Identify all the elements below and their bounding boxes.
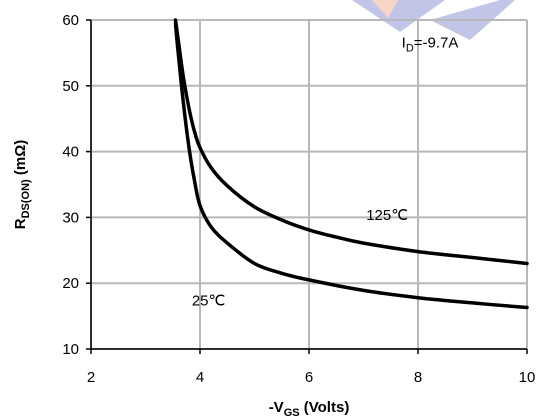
y-tick-label-40: 40 (62, 144, 79, 161)
annotation-t125: 125℃ (366, 207, 408, 224)
annotation-id: ID=-9.7A (402, 35, 459, 55)
x-tick-label-6: 6 (305, 369, 313, 386)
y-tick-labels: 10 20 30 40 50 60 (62, 12, 79, 358)
x-tick-label-8: 8 (414, 369, 422, 386)
y-axis-title: RDS(ON) (mΩ) (12, 140, 32, 229)
plot-frame (86, 19, 528, 354)
y-tick-label-60: 60 (62, 12, 79, 29)
y-tick-label-30: 30 (62, 209, 79, 226)
series-line-1 (173, 21, 529, 310)
x-tick-label-4: 4 (196, 369, 204, 386)
x-tick-label-10: 10 (519, 369, 536, 386)
y-tick-label-10: 10 (62, 341, 79, 358)
series-layer (173, 18, 529, 310)
y-tick-label-50: 50 (62, 78, 79, 95)
x-tick-labels: 2 4 6 8 10 (87, 369, 536, 386)
annotation-t25: 25℃ (192, 293, 226, 310)
x-axis-title: -VGS (Volts) (269, 399, 350, 419)
x-tick-label-2: 2 (87, 369, 95, 386)
series-line-0 (173, 18, 529, 266)
y-tick-label-20: 20 (62, 275, 79, 292)
grid (90, 19, 528, 350)
annotations: ID=-9.7A 125℃ 25℃ (192, 35, 459, 310)
